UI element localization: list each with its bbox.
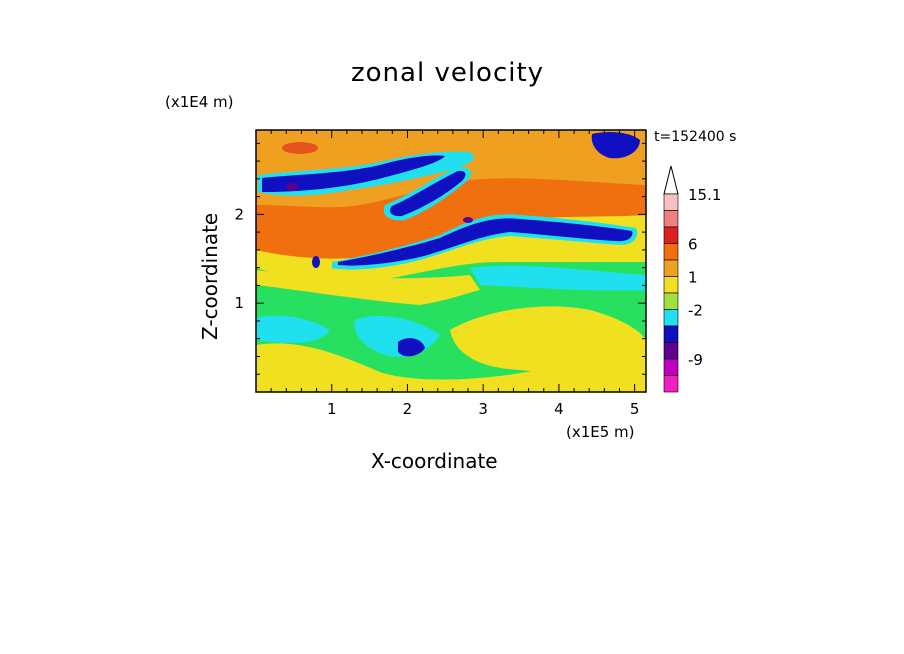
colorbar-swatch	[663, 292, 679, 310]
field-blue-spot	[398, 338, 425, 357]
field-layers	[256, 130, 646, 392]
field-right-positive	[450, 306, 646, 373]
plot-frame	[255, 129, 647, 393]
colorbar-swatch	[663, 309, 679, 327]
field-upper-jet-max	[286, 183, 298, 191]
field-positive-layer	[256, 178, 646, 259]
colorbar-label: 15.1	[688, 186, 721, 204]
colorbar-label: 1	[688, 269, 698, 287]
time-label: t=152400 s	[654, 129, 737, 145]
colorbar: 15.1 6 1 -2 -9	[663, 165, 721, 393]
colorbar-swatch	[663, 375, 679, 393]
y-axis-ticks: 12	[234, 142, 646, 375]
field-blue-spot-small	[312, 256, 320, 268]
x-tick-label: 3	[478, 400, 488, 418]
colorbar-swatch	[663, 325, 679, 343]
field-cyan-left	[256, 315, 330, 343]
x-tick-label: 5	[630, 400, 640, 418]
x-tick-label: 1	[327, 400, 337, 418]
y-tick-label: 1	[234, 294, 244, 312]
colorbar-swatch	[663, 210, 679, 228]
colorbar-swatch	[663, 243, 679, 261]
x-axis-label: X-coordinate	[371, 449, 498, 473]
z-unit-label: (x1E4 m)	[165, 93, 234, 111]
colorbar-label: -2	[688, 302, 703, 320]
field-lower-jet-max	[463, 217, 473, 223]
colorbar-swatch	[663, 259, 679, 277]
colorbar-label: 6	[688, 236, 698, 254]
field-upper-right-cell	[591, 132, 640, 159]
field-middle-jet-core	[390, 170, 466, 217]
colorbar-swatch	[663, 193, 679, 211]
colorbar-swatch	[663, 226, 679, 244]
x-tick-label: 4	[554, 400, 564, 418]
y-tick-label: 2	[234, 205, 244, 223]
colorbar-swatch	[663, 342, 679, 360]
field-lower-jet-core	[338, 218, 633, 266]
field-lower-positive	[256, 343, 646, 392]
colorbar-swatch	[663, 276, 679, 294]
x-unit-label: (x1E5 m)	[566, 423, 635, 441]
x-tick-label: 2	[403, 400, 413, 418]
chart-title: zonal velocity	[351, 58, 545, 88]
field-upper-jet-core	[262, 155, 445, 192]
colorbar-swatch	[663, 358, 679, 376]
colorbar-label: -9	[688, 351, 703, 369]
field-cyan-right	[470, 265, 646, 291]
field-red-accent	[282, 142, 318, 154]
colorbar-extend-arrow	[663, 165, 679, 195]
x-axis-ticks: 1 2 3 4 5	[270, 130, 640, 418]
